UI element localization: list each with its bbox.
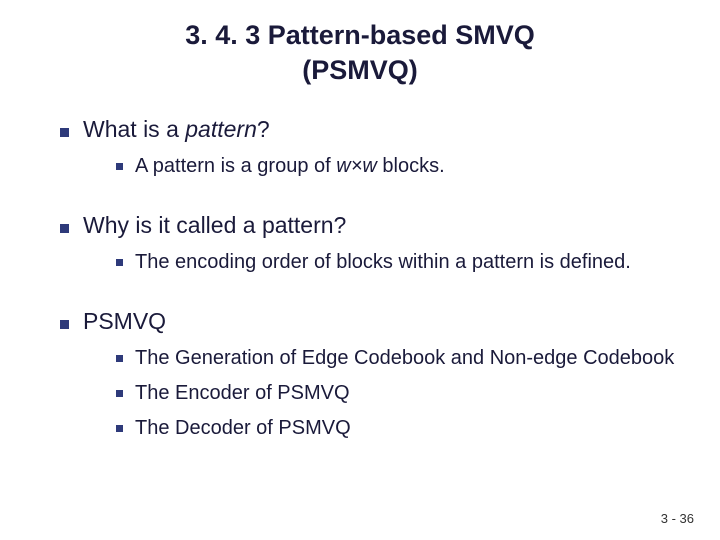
text-italic: w×w — [336, 155, 377, 177]
title-line-2: (PSMVQ) — [0, 53, 720, 88]
sub-list-item: The Decoder of PSMVQ — [116, 415, 680, 442]
text-part: ? — [257, 116, 270, 142]
sub-list-text: The encoding order of blocks within a pa… — [135, 249, 631, 276]
square-bullet-icon — [60, 128, 69, 137]
text-italic: pattern — [185, 116, 257, 142]
sub-list-text: The Encoder of PSMVQ — [135, 380, 350, 407]
list-item: PSMVQ The Generation of Edge Codebook an… — [60, 308, 680, 460]
list-item-text: What is a pattern? — [83, 116, 270, 143]
list-item: Why is it called a pattern? The encoding… — [60, 212, 680, 294]
sub-list-text: The Decoder of PSMVQ — [135, 415, 351, 442]
sub-list-item: The Encoder of PSMVQ — [116, 380, 680, 407]
square-bullet-icon — [116, 259, 123, 266]
list-item-row: Why is it called a pattern? — [60, 212, 680, 239]
sub-list: The Generation of Edge Codebook and Non-… — [60, 335, 680, 460]
list-item-row: PSMVQ — [60, 308, 680, 335]
list-item: What is a pattern? A pattern is a group … — [60, 116, 680, 198]
list-item-row: What is a pattern? — [60, 116, 680, 143]
title-line-1: 3. 4. 3 Pattern-based SMVQ — [0, 18, 720, 53]
sub-list-text: A pattern is a group of w×w blocks. — [135, 153, 445, 180]
sub-list-item: The encoding order of blocks within a pa… — [116, 249, 680, 276]
slide-content: What is a pattern? A pattern is a group … — [0, 88, 720, 460]
text-part: A pattern is a group of — [135, 155, 336, 177]
text-part: Why is it called a pattern? — [83, 212, 346, 238]
slide-number: 3 - 36 — [661, 511, 694, 526]
list-item-text: PSMVQ — [83, 308, 166, 335]
sub-list: A pattern is a group of w×w blocks. — [60, 143, 680, 198]
slide-title: 3. 4. 3 Pattern-based SMVQ (PSMVQ) — [0, 0, 720, 88]
sub-list-item: A pattern is a group of w×w blocks. — [116, 153, 680, 180]
square-bullet-icon — [116, 390, 123, 397]
square-bullet-icon — [116, 355, 123, 362]
text-part: PSMVQ — [83, 308, 166, 334]
sub-list-item: The Generation of Edge Codebook and Non-… — [116, 345, 680, 372]
sub-list: The encoding order of blocks within a pa… — [60, 239, 680, 294]
text-part: What is a — [83, 116, 185, 142]
text-part: blocks. — [377, 155, 445, 177]
list-item-text: Why is it called a pattern? — [83, 212, 346, 239]
square-bullet-icon — [60, 224, 69, 233]
square-bullet-icon — [60, 320, 69, 329]
square-bullet-icon — [116, 163, 123, 170]
square-bullet-icon — [116, 425, 123, 432]
sub-list-text: The Generation of Edge Codebook and Non-… — [135, 345, 674, 372]
